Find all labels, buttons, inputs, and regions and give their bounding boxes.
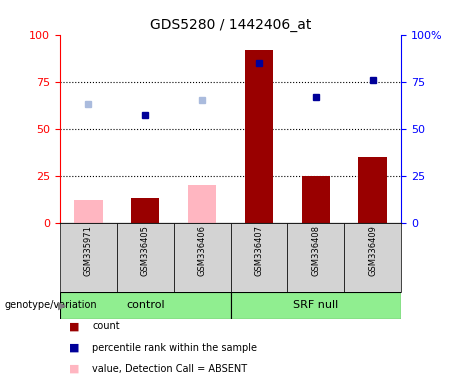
Bar bbox=[287, 223, 344, 292]
Text: SRF null: SRF null bbox=[293, 300, 338, 310]
Bar bbox=[230, 292, 401, 319]
Text: count: count bbox=[92, 321, 120, 331]
Bar bbox=[60, 292, 230, 319]
Text: ■: ■ bbox=[69, 364, 80, 374]
Text: percentile rank within the sample: percentile rank within the sample bbox=[92, 343, 257, 353]
Text: GSM336407: GSM336407 bbox=[254, 225, 263, 276]
Bar bbox=[358, 157, 387, 223]
Text: GSM336406: GSM336406 bbox=[198, 225, 207, 276]
Bar bbox=[188, 185, 216, 223]
Text: GSM336409: GSM336409 bbox=[368, 225, 377, 276]
Text: GSM336405: GSM336405 bbox=[141, 225, 150, 276]
Bar bbox=[60, 223, 117, 292]
Bar bbox=[301, 176, 330, 223]
Text: GSM335971: GSM335971 bbox=[84, 225, 93, 276]
Text: control: control bbox=[126, 300, 165, 310]
Bar bbox=[245, 50, 273, 223]
Bar bbox=[230, 223, 287, 292]
Text: value, Detection Call = ABSENT: value, Detection Call = ABSENT bbox=[92, 364, 247, 374]
Bar bbox=[174, 223, 230, 292]
Text: GSM336408: GSM336408 bbox=[311, 225, 320, 276]
Text: ■: ■ bbox=[69, 343, 80, 353]
Bar bbox=[131, 198, 160, 223]
Title: GDS5280 / 1442406_at: GDS5280 / 1442406_at bbox=[150, 18, 311, 32]
Text: ▶: ▶ bbox=[58, 300, 66, 310]
Bar bbox=[344, 223, 401, 292]
Text: ■: ■ bbox=[69, 321, 80, 331]
Bar bbox=[117, 223, 174, 292]
Text: genotype/variation: genotype/variation bbox=[5, 300, 97, 310]
Bar bbox=[74, 200, 102, 223]
